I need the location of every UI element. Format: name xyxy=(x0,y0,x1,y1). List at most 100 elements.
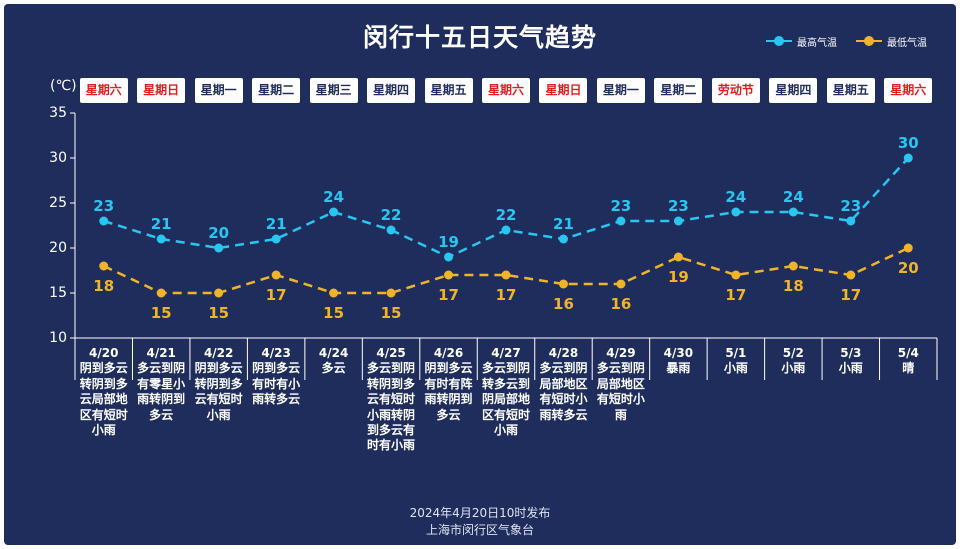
data-label-low: 16 xyxy=(610,295,631,313)
x-date-label: 4/25 xyxy=(376,346,406,360)
x-date-label: 4/20 xyxy=(89,346,119,360)
point-high xyxy=(903,153,913,163)
point-low xyxy=(444,270,454,280)
x-day-label: 4/24 多云 xyxy=(306,346,362,377)
x-date-label: 4/22 xyxy=(203,346,234,360)
point-high xyxy=(156,234,166,244)
series-line-low xyxy=(103,246,909,295)
weekday-label: 星期六 xyxy=(482,78,530,103)
x-day-label: 4/20 阴到多云转阴到多云局部地区有短时小雨 xyxy=(76,346,132,438)
weekday-label: 星期四 xyxy=(769,78,818,103)
x-day-label: 5/4 晴 xyxy=(880,346,936,377)
data-label-low: 17 xyxy=(438,286,459,304)
data-label-high: 22 xyxy=(381,206,402,224)
footer-publisher: 上海市闵行区气象台 xyxy=(425,523,534,537)
legend-label-high: 最高气温 xyxy=(797,37,837,49)
x-date-label: 4/30 xyxy=(663,346,694,360)
y-tick-label: 35 xyxy=(49,105,67,121)
data-label-low: 15 xyxy=(151,304,172,322)
y-tick-label: 25 xyxy=(49,195,67,211)
legend-swatch-low xyxy=(856,35,882,47)
x-day-label: 4/28 多云到阴局部地区有短时小雨转多云 xyxy=(535,346,591,423)
data-label-low: 17 xyxy=(840,286,861,304)
data-label-low: 15 xyxy=(323,304,344,322)
x-weather-label: 多云到阴有零星小雨转阴到多云 xyxy=(137,361,186,422)
x-day-label: 4/29 多云到阴局部地区有短时小雨 xyxy=(593,346,649,423)
point-high xyxy=(444,252,454,262)
data-label-high: 21 xyxy=(151,215,172,233)
x-weather-label: 多云到阴转阴到多云有短时小雨转阴到多云有时有小雨 xyxy=(367,361,416,453)
footer: 2024年4月20日10时发布 上海市闵行区气象台 xyxy=(0,505,960,539)
point-low xyxy=(731,270,741,280)
point-high xyxy=(673,216,683,226)
point-high xyxy=(271,234,281,244)
x-date-label: 4/29 xyxy=(606,346,636,360)
weekday-label: 星期日 xyxy=(137,78,186,103)
point-low xyxy=(214,288,224,298)
x-date-label: 4/21 xyxy=(146,346,176,360)
data-label-high: 24 xyxy=(783,188,804,206)
point-high xyxy=(616,216,626,226)
x-weather-label: 阴到多云有时有阵雨转阴到多云 xyxy=(424,361,473,422)
point-low xyxy=(156,288,166,298)
point-low xyxy=(271,270,281,280)
x-weather-label: 多云到阴转多云到阴局部地区有短时小雨 xyxy=(481,361,530,438)
legend-item-low[interactable]: 最低气温 xyxy=(856,34,927,49)
y-axis-unit: (℃) xyxy=(50,78,77,94)
point-high xyxy=(846,216,856,226)
data-label-low: 16 xyxy=(553,295,574,313)
data-label-high: 22 xyxy=(496,206,517,224)
x-date-label: 5/1 xyxy=(725,346,747,360)
point-low xyxy=(788,261,798,271)
x-weather-label: 晴 xyxy=(902,361,915,376)
point-low xyxy=(903,243,913,253)
weekday-label: 星期六 xyxy=(884,78,933,103)
point-high xyxy=(99,216,109,226)
point-high xyxy=(501,225,511,235)
x-date-label: 4/24 xyxy=(318,346,349,360)
x-day-label: 4/27 多云到阴转多云到阴局部地区有短时小雨 xyxy=(478,346,534,438)
x-weather-label: 阴到多云转阴到多云局部地区有短时小雨 xyxy=(79,361,128,438)
x-weather-label: 多云 xyxy=(321,361,346,376)
legend-item-high[interactable]: 最高气温 xyxy=(766,34,837,49)
data-label-low: 19 xyxy=(668,268,689,286)
data-label-low: 17 xyxy=(725,286,746,304)
point-low xyxy=(558,279,568,289)
data-label-low: 18 xyxy=(93,277,114,295)
data-label-high: 23 xyxy=(610,197,631,215)
x-date-label: 5/4 xyxy=(897,346,919,360)
data-label-high: 23 xyxy=(668,197,689,215)
data-label-high: 23 xyxy=(840,197,861,215)
weekday-label: 星期五 xyxy=(826,78,875,103)
point-high xyxy=(731,207,741,217)
x-date-label: 4/28 xyxy=(548,346,579,360)
weekday-label: 星期五 xyxy=(424,78,473,103)
y-tick-label: 30 xyxy=(49,150,67,166)
point-low xyxy=(501,270,511,280)
point-low xyxy=(386,288,396,298)
y-tick-label: 20 xyxy=(49,240,67,256)
point-high xyxy=(386,225,396,235)
legend-swatch-high xyxy=(766,35,792,47)
point-high xyxy=(558,234,568,244)
data-label-low: 17 xyxy=(266,286,287,304)
weekday-label: 星期三 xyxy=(309,78,358,103)
weekday-label: 劳动节 xyxy=(711,78,760,103)
data-label-high: 30 xyxy=(898,134,919,152)
x-weather-label: 多云到阴局部地区有短时小雨转多云 xyxy=(539,361,588,422)
weekday-label: 星期二 xyxy=(252,78,301,103)
point-high xyxy=(329,207,339,217)
weekday-label: 星期日 xyxy=(539,78,588,103)
x-day-label: 4/22 阴到多云转阴到多云有短时小雨 xyxy=(191,346,247,423)
data-label-high: 23 xyxy=(93,197,114,215)
x-weather-label: 小雨 xyxy=(838,361,863,376)
data-label-high: 21 xyxy=(553,215,574,233)
data-label-low: 15 xyxy=(208,304,229,322)
data-label-high: 24 xyxy=(323,188,344,206)
x-day-label: 5/1 小雨 xyxy=(708,346,764,377)
weekday-label: 星期四 xyxy=(367,78,416,103)
point-low xyxy=(846,270,856,280)
weekday-label: 星期一 xyxy=(596,78,645,103)
x-weather-label: 阴到多云转阴到多云有短时小雨 xyxy=(194,361,243,422)
data-label-high: 19 xyxy=(438,233,459,251)
